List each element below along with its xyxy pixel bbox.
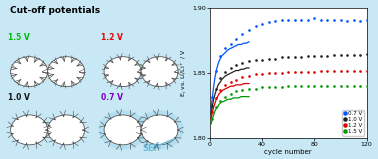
X-axis label: cycle number: cycle number <box>265 149 312 155</box>
Y-axis label: E$_i$ vs. Li/Li$^+$ / V: E$_i$ vs. Li/Li$^+$ / V <box>180 49 189 97</box>
Circle shape <box>101 112 145 148</box>
Circle shape <box>141 115 178 145</box>
Circle shape <box>48 115 85 145</box>
Text: 1.5 V: 1.5 V <box>8 33 29 42</box>
Legend: 0.7 V, 1.0 V, 1.2 V, 1.5 V: 0.7 V, 1.0 V, 1.2 V, 1.5 V <box>342 110 364 136</box>
Circle shape <box>99 111 146 149</box>
Circle shape <box>141 57 178 87</box>
Circle shape <box>136 111 183 148</box>
Text: 1.0 V: 1.0 V <box>8 93 29 102</box>
Circle shape <box>104 115 141 145</box>
Circle shape <box>48 57 85 87</box>
Text: 0.7 V: 0.7 V <box>101 93 123 102</box>
Circle shape <box>100 111 146 148</box>
Text: 1.2 V: 1.2 V <box>101 33 123 42</box>
Circle shape <box>11 57 48 87</box>
Text: SEI: SEI <box>143 145 157 153</box>
Text: Cut-off potentials: Cut-off potentials <box>10 6 100 14</box>
Circle shape <box>104 57 141 87</box>
Circle shape <box>136 111 183 149</box>
Circle shape <box>137 112 182 148</box>
Circle shape <box>11 115 48 145</box>
